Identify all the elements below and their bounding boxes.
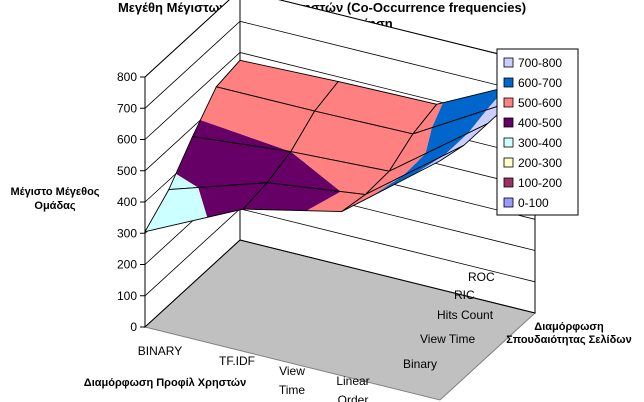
legend-box [496,48,579,216]
y-axis-title-line: Σπουδαιότητας Σελίδων [506,334,631,346]
x-tick-label: TF.IDF [219,354,255,368]
y-tick-label: ROC [468,270,495,284]
y-tick-label: Binary [403,357,437,371]
axis-labels: Μέγιστο Μέγεθος Ομάδας Διαμόρφωση Προφίλ Χ… [10,186,631,389]
x-tick-line: Linear [336,374,369,388]
surface-band-600-700 [425,109,487,154]
surface-band-500-600 [290,151,390,195]
legend-label: 300-400 [518,136,562,150]
surface-band-500-600 [389,127,432,172]
z-tick-label: 300 [117,226,137,240]
x-axis-ticks: BINARY TF.IDF View Time Linear Order [138,344,370,402]
x-tick-line: Time [279,383,306,397]
surface-cell [341,144,465,212]
y-tick-label: RIC [454,288,475,302]
surface-band-500-600 [290,111,413,172]
x-tick-line: TF.IDF [219,354,255,368]
gridline-700 [144,20,536,109]
surface-band-400-500 [175,136,291,188]
legend-label: 500-600 [518,96,562,110]
legend-swatch [503,157,514,168]
legend-swatch [503,177,514,188]
y-axis-ticks: Binary View Time Hits Count RIC ROC [403,270,495,371]
legend-label: 0-100 [518,196,549,210]
legend-label: 600-700 [518,76,562,90]
surface-band-400-500 [198,182,268,218]
legend-swatch [503,57,514,68]
surface-band-700-800 [413,145,464,175]
z-tick-label: 400 [117,195,137,209]
z-axis-ticks: 0 100 200 300 400 500 600 700 800 [117,70,145,334]
legend-swatch [503,137,514,148]
x-tick-label: View Time [279,364,306,397]
y-tick-label: Hits Count [437,308,494,322]
surface-band-600-700 [372,154,445,196]
z-tick-label: 600 [117,133,137,147]
z-axis-title: Μέγιστο Μέγεθος Ομάδας [10,186,99,212]
z-tick-label: 100 [117,289,137,303]
surface-band-600-700 [432,87,507,128]
surface-band-400-500 [192,120,291,152]
legend-label: 200-300 [518,156,562,170]
legend: 700-800 600-700 500-600 400-500 300-400 200-3… [496,48,579,216]
z-axis-title-line: Μέγιστο Μέγεθος [10,186,99,198]
z-tick-label: 800 [117,70,137,84]
x-tick-line: BINARY [138,344,182,358]
x-tick-label: Linear Order [336,374,369,402]
x-tick-line: View [279,364,305,378]
z-tick-label: 500 [117,164,137,178]
surface-band-500-600 [314,81,437,134]
z-tick-label: 200 [117,258,137,272]
y-tick-label: View Time [420,332,475,346]
surface-band-600-700 [403,133,469,176]
z-tick-label: 0 [130,320,137,334]
z-axis-title-line: Ομάδας [34,200,75,212]
legend-swatch [503,197,514,208]
surface-band-500-600 [216,60,339,112]
surface-band-400-500 [243,182,341,211]
surface-band-500-600 [341,175,404,212]
legend-label: 100-200 [518,176,562,190]
legend-swatch [503,97,514,108]
surface-band-500-600 [412,102,443,134]
y-axis-title-line: Διαμόρφωση [534,321,604,333]
surface-band-300-400 [168,173,199,190]
legend-label: 400-500 [518,116,562,130]
gridline-0 [144,239,536,328]
gridline-800 [144,0,536,78]
x-tick-line: Order [338,393,369,402]
legend-swatch [503,117,514,128]
y-axis-title: Διαμόρφωση Σπουδαιότητας Σελίδων [506,321,631,346]
surface [144,59,536,233]
surface-band-500-600 [200,86,315,152]
surface-band-500-600 [365,153,426,195]
legend-swatch [503,77,514,88]
x-tick-label: BINARY [138,344,182,358]
z-tick-label: 700 [117,101,137,115]
surface-band-400-500 [267,151,341,192]
x-axis-title: Διαμόρφωση Προφίλ Χρηστών [84,377,246,389]
surface-band-700-800 [444,123,488,155]
gridline-600 [144,52,536,140]
legend-label: 700-800 [518,56,562,70]
surface-band-500-600 [306,191,366,212]
